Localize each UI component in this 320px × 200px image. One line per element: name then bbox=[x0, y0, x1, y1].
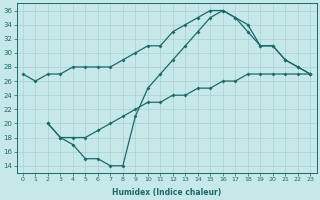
X-axis label: Humidex (Indice chaleur): Humidex (Indice chaleur) bbox=[112, 188, 221, 197]
